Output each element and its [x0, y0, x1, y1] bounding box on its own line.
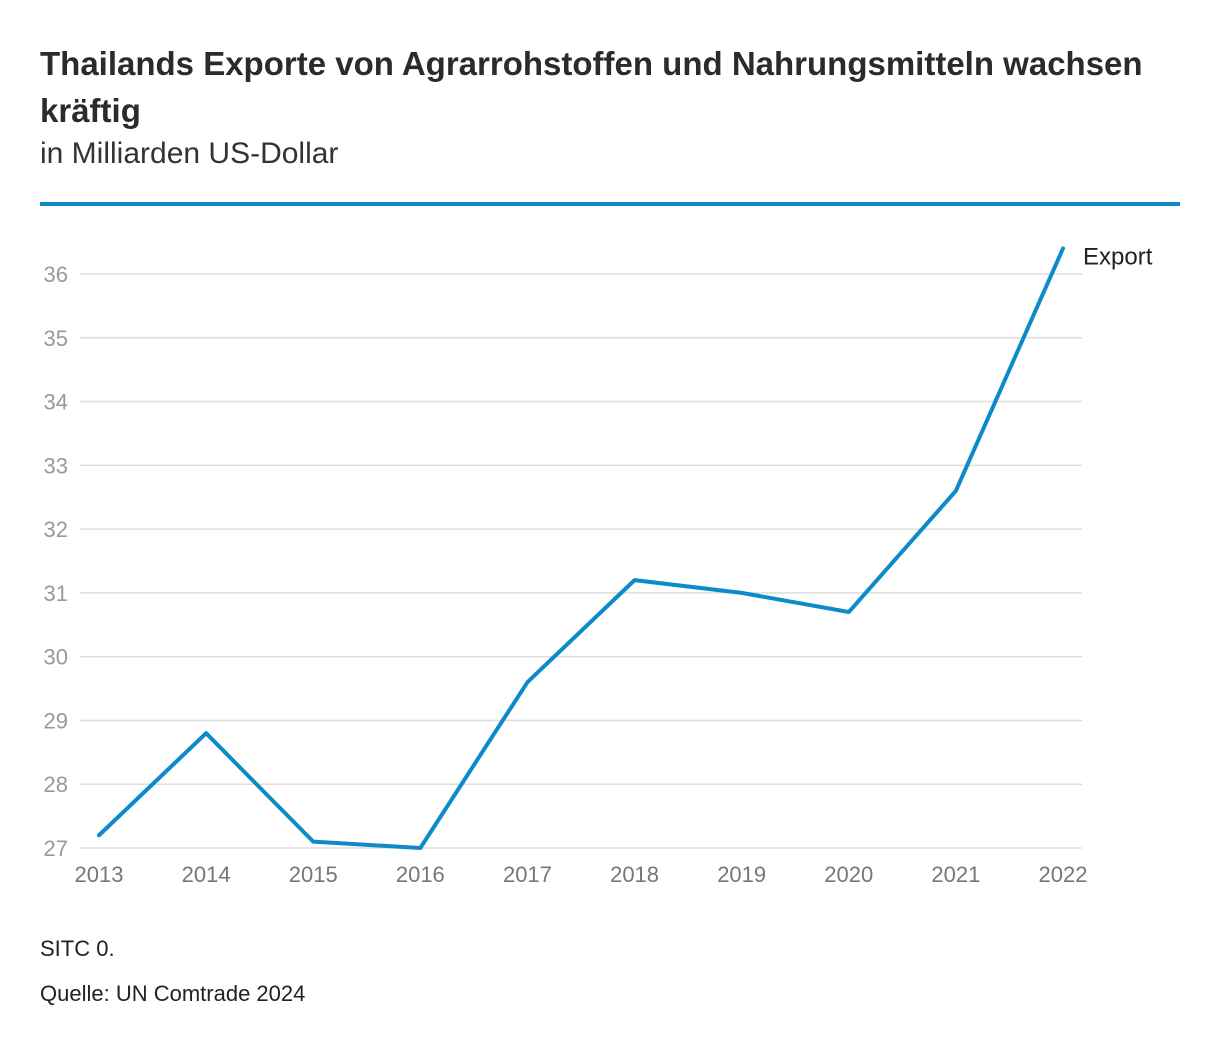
series-line — [97, 246, 1065, 850]
y-tick-label: 33 — [44, 453, 68, 478]
x-tick-label: 2015 — [289, 862, 338, 887]
x-tick-label: 2013 — [75, 862, 124, 887]
y-tick-label: 36 — [44, 262, 68, 287]
gridlines — [80, 273, 1082, 849]
y-tick-label: 28 — [44, 772, 68, 797]
x-tick-label: 2021 — [931, 862, 980, 887]
x-tick-label: 2022 — [1039, 862, 1088, 887]
x-tick-label: 2014 — [182, 862, 231, 887]
y-tick-label: 35 — [44, 326, 68, 351]
footnote: SITC 0. — [40, 936, 115, 961]
series-label: Export — [1083, 243, 1153, 270]
y-tick-label: 27 — [44, 836, 68, 861]
series-labels: Export — [1083, 243, 1153, 270]
x-tick-label: 2016 — [396, 862, 445, 887]
y-tick-label: 34 — [44, 390, 68, 415]
x-tick-label: 2019 — [717, 862, 766, 887]
chart-title: Thailands Exporte von Agrarrohstoffen un… — [40, 45, 1143, 129]
series-lines — [97, 246, 1065, 850]
x-tick-label: 2017 — [503, 862, 552, 887]
x-tick-label: 2018 — [610, 862, 659, 887]
x-tick-label: 2020 — [824, 862, 873, 887]
y-tick-label: 29 — [44, 708, 68, 733]
chart-subtitle: in Milliarden US-Dollar — [40, 137, 339, 170]
header-rule — [40, 202, 1180, 206]
y-tick-label: 30 — [44, 645, 68, 670]
y-tick-labels: 27 28 29 30 31 32 33 34 35 36 — [44, 262, 68, 861]
y-tick-label: 32 — [44, 517, 68, 542]
x-tick-labels: 2013 2014 2015 2016 2017 2018 2019 2020 2021 2022 — [75, 862, 1088, 887]
source-note: Quelle: UN Comtrade 2024 — [40, 981, 306, 1006]
y-tick-label: 31 — [44, 581, 68, 606]
